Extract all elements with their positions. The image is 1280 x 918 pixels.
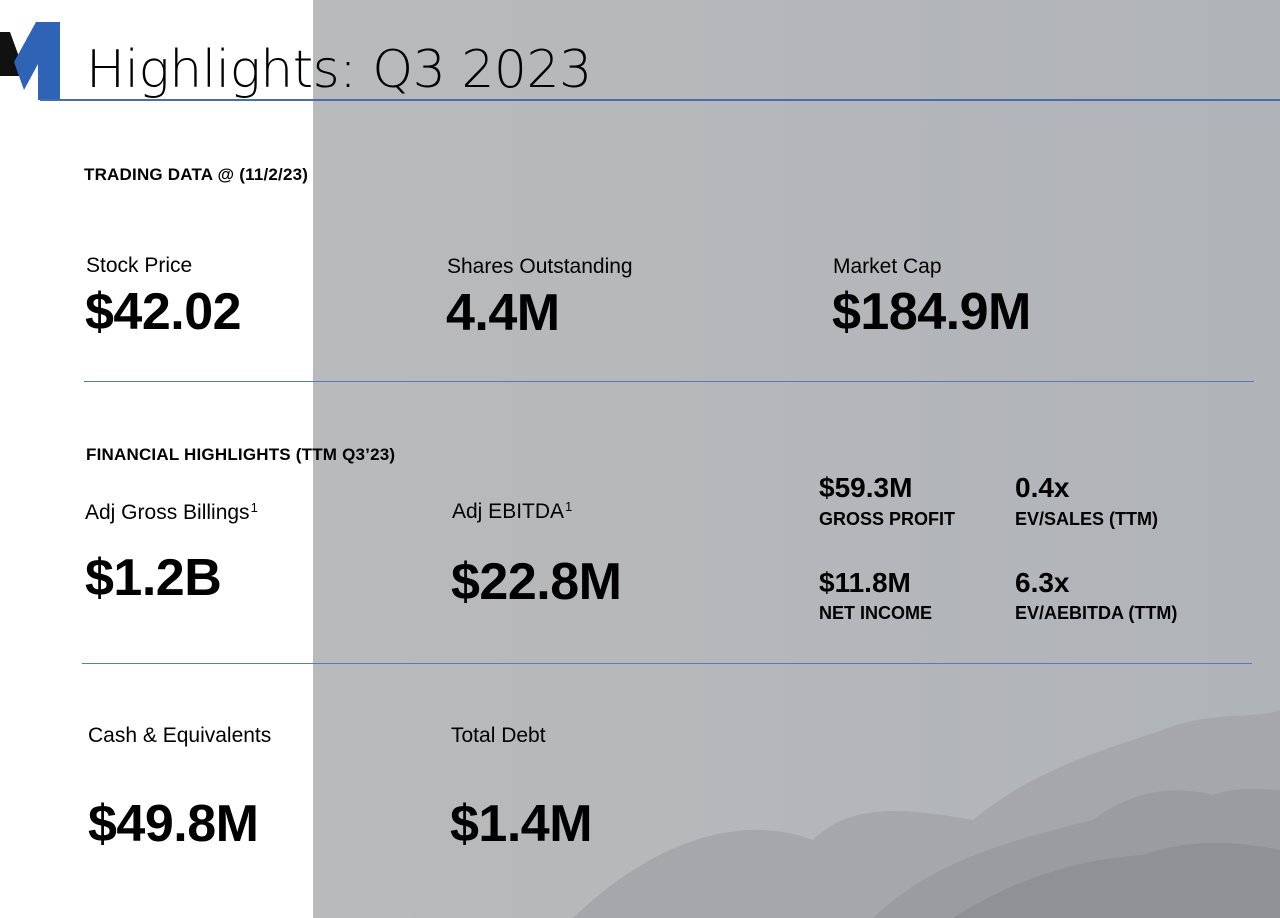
- adj-gross-billings-label-text: Adj Gross Billings: [85, 501, 250, 524]
- adj-gross-billings-value: $1.2B: [85, 549, 222, 607]
- shares-outstanding-value: 4.4M: [446, 284, 560, 342]
- m-logo-icon: [0, 22, 60, 100]
- net-income-value: $11.8M: [819, 567, 911, 598]
- market-cap-value: $184.9M: [832, 283, 1031, 341]
- section-divider: [84, 381, 1254, 382]
- gross-profit-value: $59.3M: [819, 472, 913, 503]
- cash-equivalents-value: $49.8M: [88, 795, 259, 853]
- adj-ebitda-label-text: Adj EBITDA: [452, 500, 565, 523]
- stock-price-label: Stock Price: [86, 254, 193, 277]
- footnote-marker: 1: [250, 500, 258, 515]
- ev-aebitda-value: 6.3x: [1015, 567, 1070, 598]
- ev-sales-label: EV/SALES (TTM): [1015, 509, 1158, 529]
- adj-ebitda-label: Adj EBITDA1: [452, 499, 572, 524]
- market-cap-label: Market Cap: [833, 255, 942, 278]
- ev-aebitda-label: EV/AEBITDA (TTM): [1015, 603, 1178, 623]
- shares-outstanding-label: Shares Outstanding: [447, 255, 633, 278]
- ev-sales-value: 0.4x: [1015, 472, 1070, 503]
- stock-price-value: $42.02: [85, 283, 242, 341]
- adj-ebitda-value: $22.8M: [451, 553, 622, 611]
- total-debt-label: Total Debt: [451, 724, 546, 747]
- mountain-silhouette-graphic: [573, 710, 1280, 918]
- section-divider: [82, 663, 1252, 664]
- net-income-label: NET INCOME: [819, 603, 933, 623]
- financial-highlights-heading: FINANCIAL HIGHLIGHTS (TTM Q3’23): [86, 445, 396, 464]
- total-debt-value: $1.4M: [450, 795, 593, 853]
- gross-profit-label: GROSS PROFIT: [819, 509, 956, 529]
- footnote-marker: 1: [565, 499, 573, 514]
- trading-data-heading: TRADING DATA @ (11/2/23): [84, 165, 309, 184]
- title-underline: [40, 99, 1280, 101]
- adj-gross-billings-label: Adj Gross Billings1: [85, 500, 258, 525]
- slide-title: Highlights: Q3 2023: [86, 40, 592, 100]
- cash-equivalents-label: Cash & Equivalents: [88, 724, 272, 747]
